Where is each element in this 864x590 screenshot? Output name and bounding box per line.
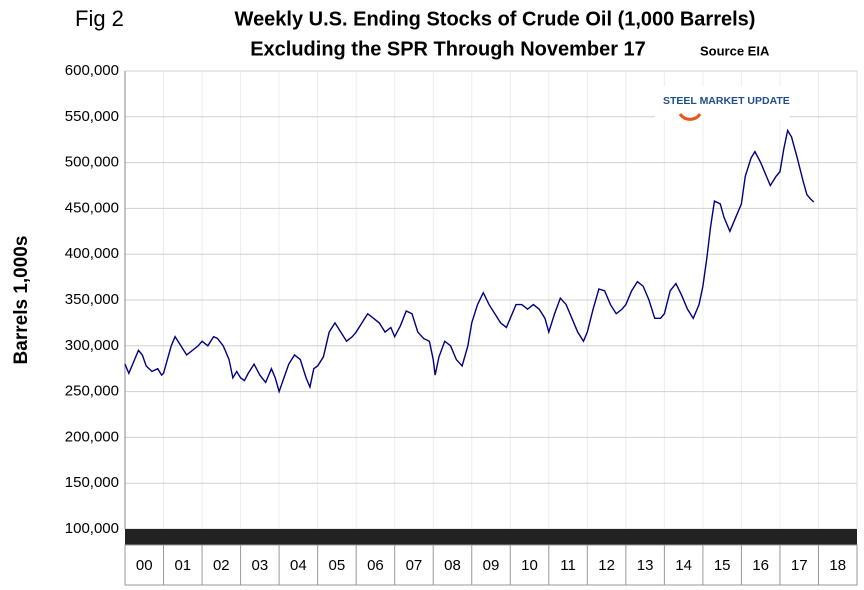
y-tick-label: 400,000 xyxy=(65,245,119,262)
x-tick-label: 13 xyxy=(637,557,654,574)
y-tick-label: 450,000 xyxy=(65,199,119,216)
logo-text: STEEL MARKET UPDATE xyxy=(663,95,790,107)
x-tick-label: 03 xyxy=(251,557,268,574)
y-tick-label: 150,000 xyxy=(65,474,119,491)
logo-swoosh xyxy=(678,113,702,121)
y-tick-label: 350,000 xyxy=(65,291,119,308)
x-tick-label: 04 xyxy=(290,557,307,574)
source-note: Source EIA xyxy=(700,43,770,58)
x-tick-label: 14 xyxy=(675,557,692,574)
logo: STEEL MARKET UPDATE xyxy=(655,86,790,121)
y-tick-label: 300,000 xyxy=(65,337,119,354)
y-tick-label: 200,000 xyxy=(65,428,119,445)
y-tick-label: 250,000 xyxy=(65,383,119,400)
x-tick-label: 06 xyxy=(367,557,384,574)
x-tick-label: 10 xyxy=(521,557,538,574)
x-tick-label: 17 xyxy=(791,557,808,574)
weekly-tick-band xyxy=(125,529,857,545)
y-tick-label: 550,000 xyxy=(65,108,119,125)
chart-title: Weekly U.S. Ending Stocks of Crude Oil (… xyxy=(235,8,756,30)
y-tick-label: 100,000 xyxy=(65,520,119,537)
x-tick-label: 09 xyxy=(483,557,500,574)
logo-background xyxy=(655,86,790,120)
x-tick-label: 18 xyxy=(829,557,846,574)
x-tick-label: 12 xyxy=(598,557,615,574)
x-tick-label: 08 xyxy=(444,557,461,574)
x-tick-label: 01 xyxy=(174,557,191,574)
x-tick-label: 16 xyxy=(752,557,769,574)
y-axis-label: Barrels 1,000s xyxy=(11,236,32,365)
x-tick-label: 07 xyxy=(406,557,423,574)
x-label-row xyxy=(124,544,858,586)
data-line xyxy=(124,128,815,394)
y-tick-label: 600,000 xyxy=(65,62,119,79)
x-tick-label: 15 xyxy=(714,557,731,574)
figure-label: Fig 2 xyxy=(75,6,124,31)
chart-subtitle: Excluding the SPR Through November 17 xyxy=(250,38,646,60)
y-tick-label: 500,000 xyxy=(65,154,119,171)
x-tick-label: 02 xyxy=(213,557,230,574)
x-tick-label: 11 xyxy=(560,557,576,574)
x-tick-label: 05 xyxy=(329,557,346,574)
x-tick-label: 00 xyxy=(136,557,153,574)
